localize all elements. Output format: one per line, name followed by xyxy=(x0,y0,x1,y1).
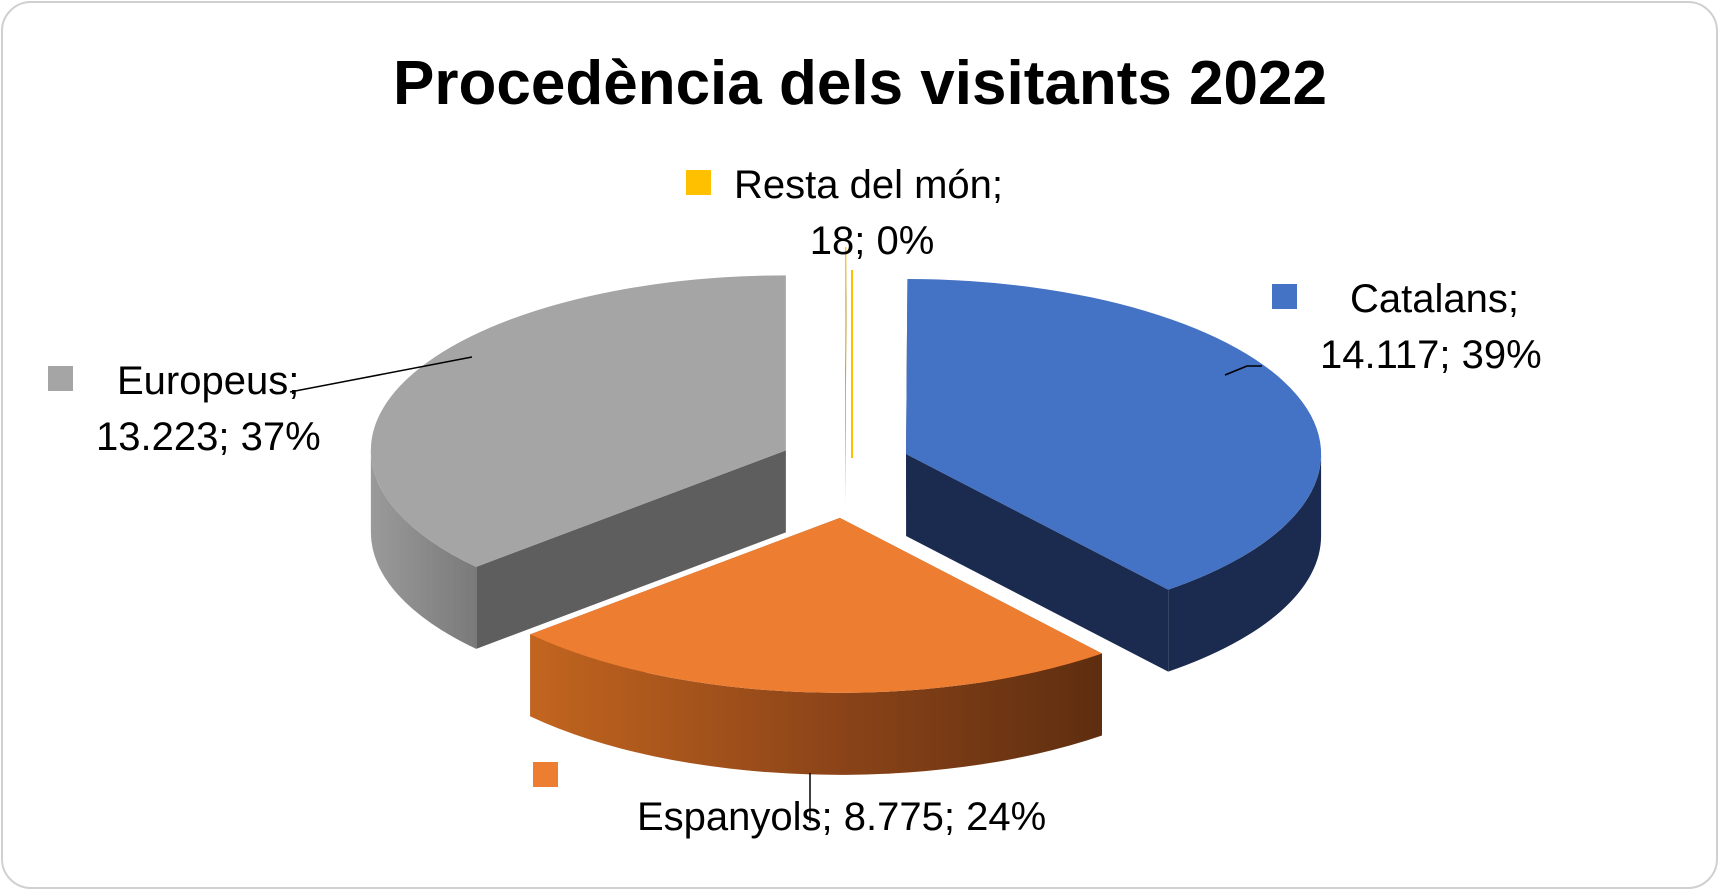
slice-catalans-wall-end xyxy=(906,453,1169,672)
data-label-espanyols: Espanyols; 8.775; 24% xyxy=(637,795,1046,839)
leader-line-catalans xyxy=(1224,365,1262,376)
slice-espanyols-outer-wall xyxy=(530,634,1102,775)
data-label-resta-value: 18; 0% xyxy=(810,219,935,263)
data-label-catalans-value: 14.117; 39% xyxy=(1320,333,1542,377)
slice-europeus-wall-start xyxy=(476,450,786,649)
slice-resta-top xyxy=(845,247,847,423)
chart-title: Procedència dels visitants 2022 xyxy=(393,49,1327,118)
data-label-europeus-value: 13.223; 37% xyxy=(96,415,321,459)
data-label-resta-name: Resta del món; xyxy=(734,163,1003,207)
slice-catalans-top xyxy=(906,278,1322,590)
slice-catalans-outer-wall xyxy=(1168,453,1322,672)
slice-europeus-top xyxy=(370,275,786,567)
slice-espanyols-top xyxy=(530,517,1102,693)
legend-key-catalans xyxy=(1272,284,1297,309)
leader-line-europeus xyxy=(289,356,473,393)
data-label-europeus-name: Europeus; xyxy=(117,359,299,403)
legend-key-resta xyxy=(686,170,711,195)
data-label-catalans-name: Catalans; xyxy=(1350,277,1519,321)
slice-europeus-outer-wall xyxy=(370,450,477,649)
legend-key-espanyols xyxy=(533,762,558,787)
slice-resta-wall-end xyxy=(845,247,847,505)
legend-key-europeus xyxy=(48,366,73,391)
